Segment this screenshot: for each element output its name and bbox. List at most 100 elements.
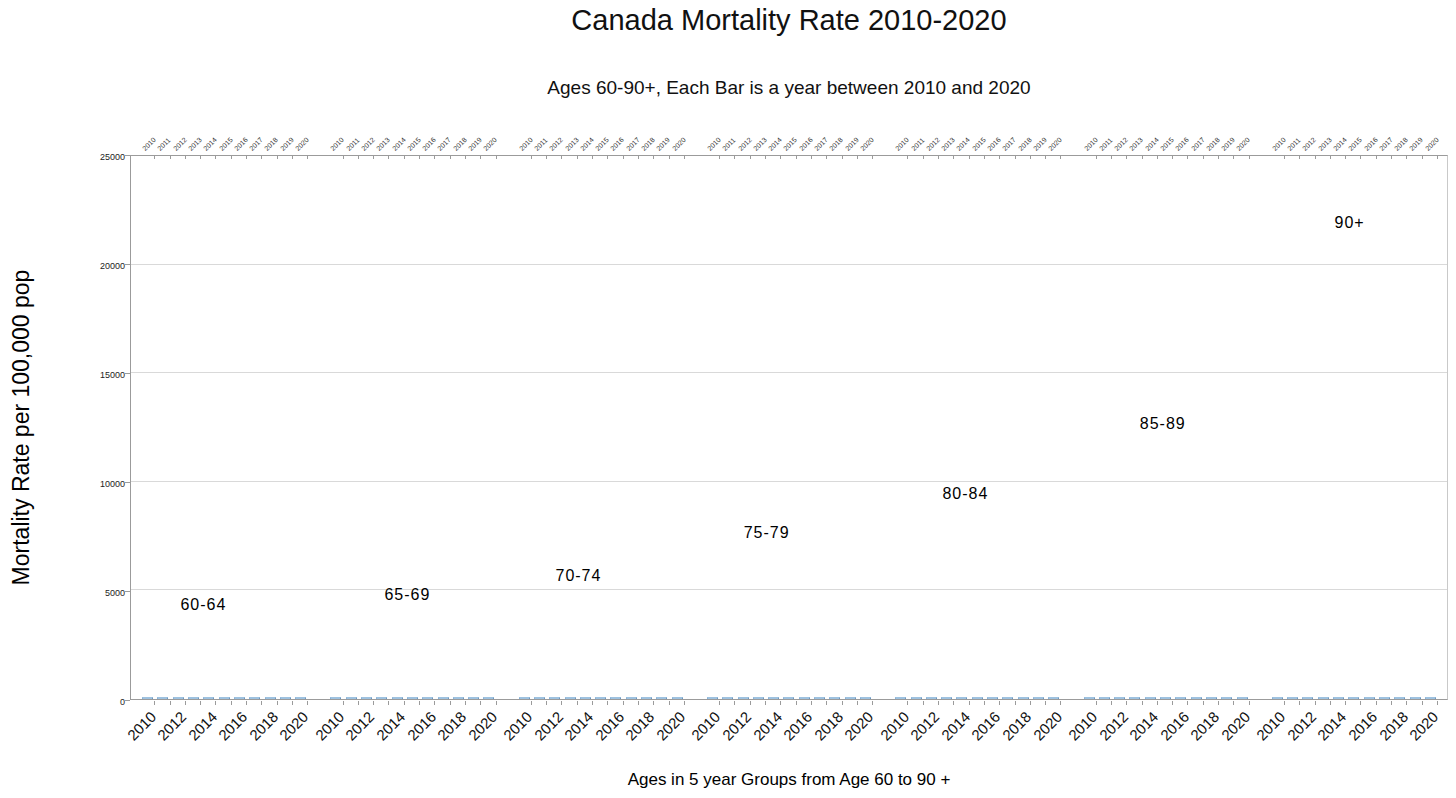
bar-slot: [1346, 697, 1361, 699]
bar-slot: [1097, 697, 1112, 699]
bar-85-89-2016: [1175, 697, 1186, 699]
bar-80-84-2020: [1048, 697, 1059, 699]
top-slot: 2013: [374, 118, 389, 155]
y-axis-title: Mortality Rate per 100,000 pop: [9, 270, 36, 586]
top-slot: 2011: [908, 118, 923, 155]
bar-slot: [1127, 697, 1142, 699]
top-slot: 2019: [654, 118, 669, 155]
top-slot: 2015: [781, 118, 796, 155]
bar-70-74-2010: [519, 697, 530, 699]
bar-70-74-2011: [534, 697, 545, 699]
bar-60-64-2013: [188, 697, 199, 699]
top-slot: 2014: [766, 118, 781, 155]
bar-slot: [405, 697, 420, 699]
bar-slot: [140, 697, 155, 699]
top-slot: 2020: [858, 118, 873, 155]
bar-slot: [827, 697, 842, 699]
bar-slot: [608, 697, 623, 699]
bar-75-79-2014: [768, 697, 779, 699]
top-slot: 2014: [389, 118, 404, 155]
bar-slot: [720, 697, 735, 699]
x-axis: 2010201220142016201820202010201220142016…: [130, 701, 1448, 761]
top-slot: 2011: [720, 118, 735, 155]
top-slot: 2015: [1346, 118, 1361, 155]
bar-80-84-2018: [1018, 697, 1029, 699]
bar-slot: [670, 697, 685, 699]
bar-75-79-2010: [707, 697, 718, 699]
bar-slot: [893, 697, 908, 699]
bar-slot: [1316, 697, 1331, 699]
bar-90+-2018: [1394, 697, 1405, 699]
top-slot: 2013: [939, 118, 954, 155]
bar-slot: [155, 697, 170, 699]
top-slot: 2018: [1016, 118, 1031, 155]
bar-75-79-2015: [783, 697, 794, 699]
bar-slot: [1407, 697, 1422, 699]
y-tick-mark-15000: [125, 373, 130, 374]
top-slot: 2012: [1300, 118, 1315, 155]
top-year-label: 2020: [671, 136, 687, 152]
bar-slot: [1377, 697, 1392, 699]
top-slot: 2011: [1285, 118, 1300, 155]
top-slot: 2018: [451, 118, 466, 155]
top-slot: 2014: [1331, 118, 1346, 155]
top-slot: 2018: [262, 118, 277, 155]
top-slot: 2019: [1407, 118, 1422, 155]
top-slot: 2010: [328, 118, 343, 155]
top-slot: 2010: [1270, 118, 1285, 155]
y-tick-label-5000: 5000: [65, 588, 125, 598]
group-60-64: 201020122014201620182020: [130, 701, 318, 761]
top-slot: 2013: [562, 118, 577, 155]
top-slot: 2018: [639, 118, 654, 155]
bar-60-64-2019: [280, 697, 291, 699]
group-65-69: 2010201120122013201420152016201720182019…: [318, 118, 506, 155]
bar-60-64-2014: [203, 697, 214, 699]
group-85-89: 201020122014201620182020: [1071, 701, 1259, 761]
bar-slot: [1300, 697, 1315, 699]
top-slot: 2012: [1112, 118, 1127, 155]
top-slot: 2013: [186, 118, 201, 155]
bar-slot: [186, 697, 201, 699]
bar-slot: [812, 697, 827, 699]
top-slot: 2019: [1219, 118, 1234, 155]
top-slot: 2013: [1316, 118, 1331, 155]
bar-75-79-2020: [860, 697, 871, 699]
bar-65-69-2011: [346, 697, 357, 699]
bar-slot: [466, 697, 481, 699]
y-tick-mark-5000: [125, 591, 130, 592]
top-slot: 2019: [843, 118, 858, 155]
bottom-slot: 2020: [481, 701, 496, 761]
bar-slot: [1392, 697, 1407, 699]
bar-80-84-2019: [1033, 697, 1044, 699]
top-slot: 2015: [593, 118, 608, 155]
bar-slot: [1046, 697, 1061, 699]
y-tick-label-0: 0: [65, 697, 125, 707]
bar-slot: [924, 697, 939, 699]
bar-slot: [985, 697, 1000, 699]
bar-80-84-2017: [1002, 697, 1013, 699]
bar-90+-2015: [1348, 697, 1359, 699]
top-slot: 2017: [435, 118, 450, 155]
bar-slot: [328, 697, 343, 699]
bar-slot: [970, 697, 985, 699]
group-80-84: 201020122014201620182020: [883, 701, 1071, 761]
bar-85-89-2014: [1145, 697, 1156, 699]
bar-90+-2014: [1333, 697, 1344, 699]
bar-slot: [201, 697, 216, 699]
bottom-slot: 2020: [858, 701, 873, 761]
bar-slot: [735, 697, 750, 699]
bar-slot: [624, 697, 639, 699]
bar-80-84-2012: [926, 697, 937, 699]
y-tick-mark-25000: [125, 155, 130, 156]
group-70-74: 2010201120122013201420152016201720182019…: [507, 118, 695, 155]
top-slot: 2017: [812, 118, 827, 155]
bar-slot: [1173, 697, 1188, 699]
top-slot: 2012: [171, 118, 186, 155]
top-slot: 2013: [751, 118, 766, 155]
group-65-69: 201020122014201620182020: [318, 701, 506, 761]
bar-85-89-2019: [1221, 697, 1232, 699]
bar-slot: [532, 697, 547, 699]
group-60-64: 2010201120122013201420152016201720182019…: [130, 118, 318, 155]
top-slot: 2010: [705, 118, 720, 155]
bar-70-74-2012: [549, 697, 560, 699]
